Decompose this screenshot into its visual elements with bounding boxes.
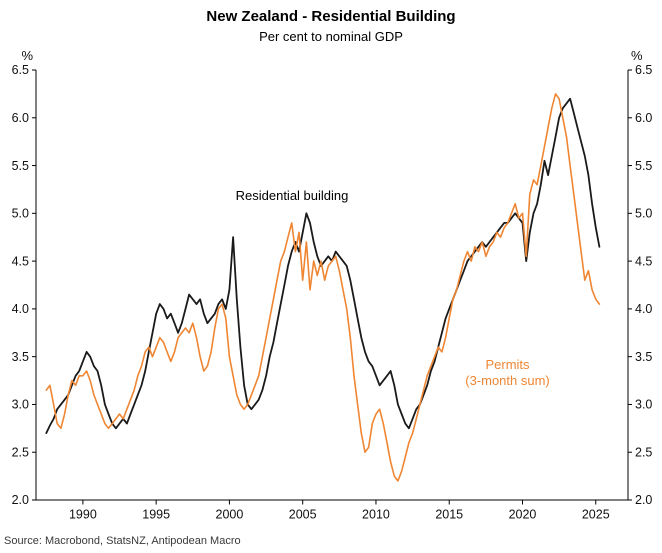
svg-text:5.5: 5.5 xyxy=(635,159,652,173)
y-axis-unit-left: % xyxy=(21,48,33,63)
svg-text:2000: 2000 xyxy=(216,508,244,522)
svg-text:2025: 2025 xyxy=(582,508,610,522)
svg-text:2010: 2010 xyxy=(362,508,390,522)
svg-text:5.0: 5.0 xyxy=(12,207,29,221)
svg-text:3.0: 3.0 xyxy=(635,398,652,412)
svg-text:3.5: 3.5 xyxy=(635,350,652,364)
annotation-permits-line2: (3-month sum) xyxy=(465,372,550,388)
svg-text:4.5: 4.5 xyxy=(12,254,29,268)
svg-text:2005: 2005 xyxy=(289,508,317,522)
svg-text:6.5: 6.5 xyxy=(12,63,29,77)
svg-text:3.0: 3.0 xyxy=(12,398,29,412)
svg-text:4.0: 4.0 xyxy=(12,302,29,316)
annotation-permits: Permits (3-month sum) xyxy=(445,357,570,389)
svg-text:3.5: 3.5 xyxy=(12,350,29,364)
chart-subtitle: Per cent to nominal GDP xyxy=(259,29,403,44)
svg-text:6.0: 6.0 xyxy=(635,111,652,125)
svg-text:5.0: 5.0 xyxy=(635,207,652,221)
svg-text:5.5: 5.5 xyxy=(12,159,29,173)
svg-text:2.5: 2.5 xyxy=(635,445,652,459)
annotation-permits-line1: Permits xyxy=(485,357,530,372)
y-axis-unit-right: % xyxy=(631,48,643,63)
svg-text:4.0: 4.0 xyxy=(635,302,652,316)
svg-text:2015: 2015 xyxy=(435,508,463,522)
svg-text:4.5: 4.5 xyxy=(635,254,652,268)
svg-text:1995: 1995 xyxy=(142,508,170,522)
svg-text:2.0: 2.0 xyxy=(12,493,29,507)
svg-text:6.0: 6.0 xyxy=(12,111,29,125)
chart-title: New Zealand - Residential Building xyxy=(206,8,456,25)
svg-text:1990: 1990 xyxy=(69,508,97,522)
svg-text:6.5: 6.5 xyxy=(635,63,652,77)
svg-text:2.5: 2.5 xyxy=(12,445,29,459)
svg-text:2.0: 2.0 xyxy=(635,493,652,507)
svg-text:2020: 2020 xyxy=(509,508,537,522)
annotation-residential-building: Residential building xyxy=(235,188,349,203)
source-note: Source: Macrobond, StatsNZ, Antipodean M… xyxy=(4,535,241,547)
